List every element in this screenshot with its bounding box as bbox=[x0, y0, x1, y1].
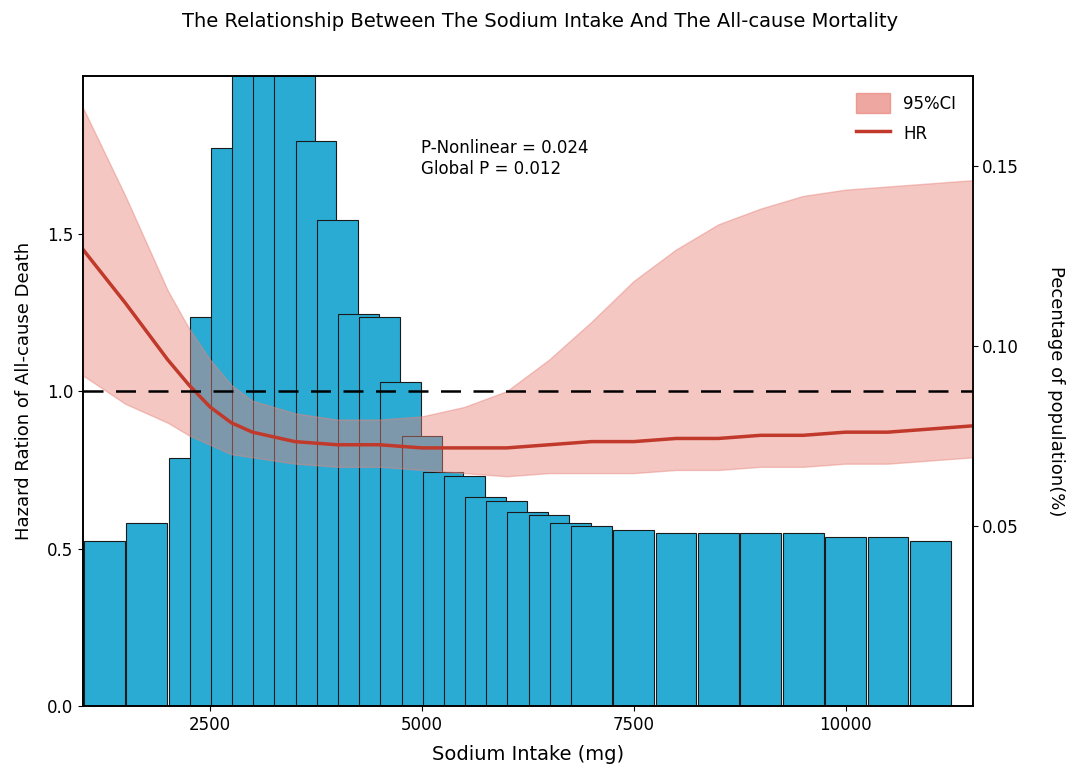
X-axis label: Sodium Intake (mg): Sodium Intake (mg) bbox=[432, 745, 624, 764]
Bar bbox=[613, 530, 654, 707]
Bar bbox=[783, 534, 824, 707]
Bar bbox=[825, 537, 866, 707]
Text: P-Nonlinear = 0.024
Global P = 0.012: P-Nonlinear = 0.024 Global P = 0.012 bbox=[421, 139, 589, 178]
Bar bbox=[254, 37, 294, 707]
Bar bbox=[528, 516, 569, 707]
Bar bbox=[698, 534, 739, 707]
Bar bbox=[316, 220, 357, 707]
Bar bbox=[571, 526, 611, 707]
Bar bbox=[422, 472, 463, 707]
Bar bbox=[338, 314, 379, 707]
Text: The Relationship Between The Sodium Intake And The All-cause Mortality: The Relationship Between The Sodium Inta… bbox=[181, 12, 899, 30]
Bar bbox=[274, 55, 315, 707]
Bar bbox=[168, 458, 210, 707]
Bar bbox=[211, 148, 252, 707]
Bar bbox=[508, 512, 549, 707]
Y-axis label: Hazard Ration of All-cause Death: Hazard Ration of All-cause Death bbox=[15, 242, 33, 541]
Bar bbox=[190, 317, 230, 707]
Bar bbox=[232, 48, 273, 707]
Bar bbox=[402, 436, 442, 707]
Bar bbox=[656, 534, 697, 707]
Bar bbox=[486, 501, 527, 707]
Bar bbox=[126, 523, 167, 707]
Bar bbox=[360, 317, 400, 707]
Bar bbox=[867, 537, 908, 707]
Bar bbox=[465, 498, 505, 707]
Bar bbox=[380, 382, 421, 707]
Legend: 95%CI, HR: 95%CI, HR bbox=[848, 85, 964, 152]
Bar bbox=[84, 541, 124, 707]
Bar bbox=[910, 541, 950, 707]
Bar bbox=[296, 141, 336, 707]
Bar bbox=[444, 476, 485, 707]
Bar bbox=[550, 523, 591, 707]
Bar bbox=[741, 534, 781, 707]
Y-axis label: Pecentage of population(%): Pecentage of population(%) bbox=[1047, 266, 1065, 516]
